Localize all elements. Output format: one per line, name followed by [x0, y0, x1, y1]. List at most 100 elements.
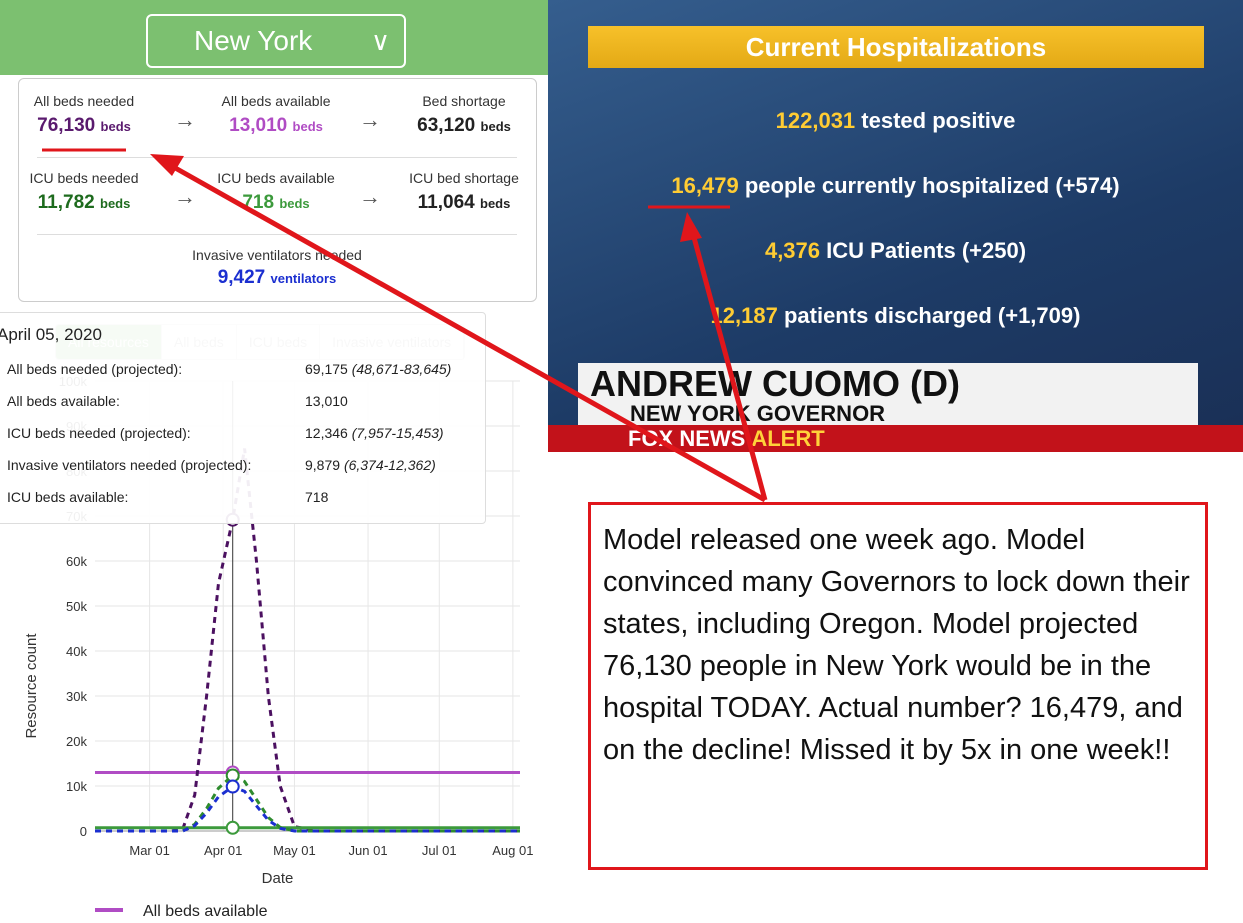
number: 9,427 [218, 267, 266, 288]
tv-text: people currently hospitalized (+574) [745, 173, 1120, 198]
tv-line: 12,187 patients discharged (+1,709) [548, 303, 1243, 329]
series-line [95, 775, 520, 831]
range: (48,671-83,645) [352, 361, 452, 377]
tooltip-value: 9,879 (6,374-12,362) [305, 457, 436, 473]
x-tick-label: Mar 01 [129, 843, 169, 858]
hover-marker [227, 822, 239, 834]
y-axis-label: Resource count [23, 633, 40, 739]
unit: beds [279, 196, 309, 211]
location: New York [194, 25, 312, 56]
tooltip-row: All beds available: 13,010 [7, 393, 487, 409]
x-tick-label: Aug 01 [492, 843, 533, 858]
tooltip-value: 12,346 (7,957-15,453) [305, 425, 444, 441]
range: (7,957-15,453) [352, 425, 444, 441]
tv-line: 4,376 ICU Patients (+250) [548, 238, 1243, 264]
number: 12,346 [305, 425, 348, 441]
stat-value: 13,010 beds [201, 115, 351, 137]
stat-value: 11,782 beds [9, 192, 159, 214]
number: 69,175 [305, 361, 348, 377]
tv-text: patients discharged (+1,709) [784, 303, 1081, 328]
location-dropdown[interactable]: New York ∨ [146, 14, 406, 68]
tooltip-label: ICU beds available: [7, 489, 128, 505]
tv-title: Current Hospitalizations [588, 26, 1204, 68]
separator [37, 157, 517, 158]
unit: beds [481, 119, 511, 134]
tv-number: 122,031 [776, 108, 856, 133]
number: 718 [242, 192, 274, 213]
x-tick-label: May 01 [273, 843, 316, 858]
stat-label: Invasive ventilators needed [177, 247, 377, 263]
stat-label: ICU bed shortage [389, 170, 539, 186]
tv-line: 122,031 tested positive [548, 108, 1243, 134]
alert-brand: FOX NEWS [628, 426, 745, 451]
legend-label: All beds available [143, 903, 268, 920]
range: (6,374-12,362) [344, 457, 436, 473]
speaker-role: NEW YORK GOVERNOR [630, 401, 885, 427]
number: 13,010 [305, 393, 348, 409]
arrow-icon: → [359, 184, 381, 210]
tooltip-label: All beds available: [7, 393, 120, 409]
stat: ICU beds needed 11,782 beds [9, 170, 159, 214]
tv-text: ICU Patients (+250) [826, 238, 1026, 263]
tooltip-row: Invasive ventilators needed (projected):… [7, 457, 487, 473]
tv-screenshot: Current Hospitalizations 122,031 tested … [548, 0, 1243, 452]
stat-label: All beds needed [9, 93, 159, 109]
tv-number: 12,187 [711, 303, 778, 328]
number: 76,130 [37, 115, 95, 136]
stat-value: 76,130 beds [9, 115, 159, 137]
tooltip: April 05, 2020 All beds needed (projected… [0, 312, 486, 524]
stat: All beds needed 76,130 beds [9, 93, 159, 137]
stat-label: Bed shortage [389, 93, 539, 109]
x-tick-label: Jul 01 [422, 843, 457, 858]
tv-text: tested positive [861, 108, 1015, 133]
number: 11,064 [418, 192, 475, 213]
tv-line: 16,479 people currently hospitalized (+5… [548, 173, 1243, 199]
arrow-icon: → [174, 107, 196, 133]
number: 13,010 [229, 115, 287, 136]
stat-value: 11,064 beds [389, 192, 539, 214]
y-tick-label: 10k [66, 779, 87, 794]
page: New York∨ All beds needed76,130 beds→All… [0, 0, 1243, 923]
stat: ICU bed shortage 11,064 beds [389, 170, 539, 214]
arrow-icon: → [359, 107, 381, 133]
stat: Invasive ventilators needed 9,427 ventila… [177, 247, 377, 289]
y-tick-label: 50k [66, 599, 87, 614]
hover-marker [227, 781, 239, 793]
unit: beds [480, 196, 510, 211]
tooltip-label: Invasive ventilators needed (projected): [7, 457, 251, 473]
unit: ventilators [271, 271, 337, 286]
tooltip-row: ICU beds needed (projected): 12,346 (7,95… [7, 425, 487, 441]
unit: beds [100, 196, 130, 211]
stat: Bed shortage 63,120 beds [389, 93, 539, 137]
tooltip-row: All beds needed (projected): 69,175 (48,6… [7, 361, 487, 377]
stat-label: ICU beds needed [9, 170, 159, 186]
stat-value: 9,427 ventilators [177, 267, 377, 289]
stat-label: ICU beds available [201, 170, 351, 186]
stat-value: 718 beds [201, 192, 351, 214]
unit: beds [101, 119, 131, 134]
y-tick-label: 0 [80, 824, 87, 839]
y-tick-label: 60k [66, 554, 87, 569]
chevron: ∨ [371, 16, 390, 66]
number: 718 [305, 489, 328, 505]
y-tick-label: 20k [66, 734, 87, 749]
tooltip-row: ICU beds available: 718 [7, 489, 487, 505]
stat-value: 63,120 beds [389, 115, 539, 137]
annotation-box: Model released one week ago. Model convi… [588, 502, 1208, 870]
tooltip-value: 13,010 [305, 393, 348, 409]
number: 63,120 [417, 115, 475, 136]
unit: beds [293, 119, 323, 134]
number: 9,879 [305, 457, 340, 473]
tooltip-label: All beds needed (projected): [7, 361, 182, 377]
top-bar: New York ∨ [0, 0, 548, 75]
x-tick-label: Jun 01 [349, 843, 388, 858]
lower-third: ANDREW CUOMO (D) NEW YORK GOVERNOR [578, 363, 1198, 425]
arrow-icon: → [174, 184, 196, 210]
tooltip-label: ICU beds needed (projected): [7, 425, 191, 441]
number: 11,782 [38, 192, 95, 213]
tv-number: 16,479 [671, 173, 738, 198]
tooltip-date: April 05, 2020 [0, 325, 102, 345]
